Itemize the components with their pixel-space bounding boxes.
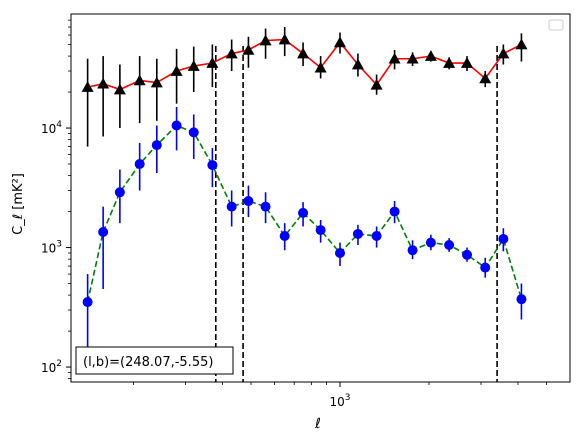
circle-marker [279, 230, 290, 241]
triangle-marker [259, 34, 272, 46]
circle-marker [298, 207, 309, 218]
annotation-text: (l,b)=(248.07,-5.55) [83, 355, 213, 370]
circle-marker [98, 226, 109, 237]
triangle-marker [314, 61, 327, 73]
circle-marker [171, 120, 182, 131]
triangle-marker [206, 57, 219, 68]
triangle-marker [351, 58, 364, 70]
triangle-marker [150, 76, 163, 88]
triangle-marker [461, 57, 474, 68]
axis-ticks: 103 102 103 104 [41, 19, 547, 409]
circle-marker [151, 140, 162, 151]
annotation-frame [75, 346, 234, 375]
circle-marker [188, 127, 199, 138]
circle-marker [498, 233, 509, 244]
legend-box [548, 19, 564, 31]
circle-marker [516, 294, 527, 305]
circle-marker [207, 160, 218, 171]
circle-marker [444, 240, 455, 251]
axes-frame [70, 13, 571, 383]
triangle-marker [443, 57, 456, 68]
triangle-marker [81, 81, 94, 92]
circle-marker [389, 206, 400, 217]
circle-marker [315, 225, 326, 236]
triangle-marker [133, 74, 146, 86]
triangle-marker [388, 52, 401, 64]
triangle-marker [297, 47, 310, 59]
triangle-marker [497, 47, 510, 59]
y-axis-label: C_ℓ [mK²] [11, 173, 26, 235]
circle-marker [462, 249, 473, 260]
triangle-marker [370, 78, 383, 90]
triangle-marker [515, 38, 528, 50]
circle-marker [407, 245, 418, 256]
x-axis-label: ℓ [314, 416, 321, 432]
triangle-marker [97, 77, 110, 89]
plot-area [81, 27, 528, 382]
triangle-marker [187, 60, 200, 71]
triangle-marker [170, 65, 183, 76]
triangle-marker [406, 52, 419, 64]
triangle-marker [278, 33, 291, 45]
circle-marker [114, 187, 125, 198]
annotation-box: (l,b)=(248.07,-5.55) [75, 346, 234, 375]
circle-marker [82, 297, 93, 308]
circle-marker [334, 248, 345, 259]
circle-marker [425, 237, 436, 248]
triangle-marker [242, 43, 255, 55]
triangle-marker [113, 83, 126, 95]
circle-marker [352, 228, 363, 239]
triangle-marker [424, 50, 437, 61]
circle-marker [243, 196, 254, 207]
legend [548, 19, 564, 31]
triangle-marker [479, 72, 492, 84]
y-tick-label: 104 [41, 120, 62, 136]
circle-marker [134, 159, 145, 170]
triangle-marker [333, 36, 346, 48]
circle-marker [480, 262, 491, 273]
y-tick-label: 102 [41, 359, 62, 375]
x-tick-label: 103 [329, 393, 350, 409]
circle-marker [371, 230, 382, 241]
triangle-marker [225, 47, 238, 59]
circle-marker [260, 201, 271, 212]
y-tick-label: 103 [41, 240, 62, 256]
circle-marker [226, 201, 237, 212]
